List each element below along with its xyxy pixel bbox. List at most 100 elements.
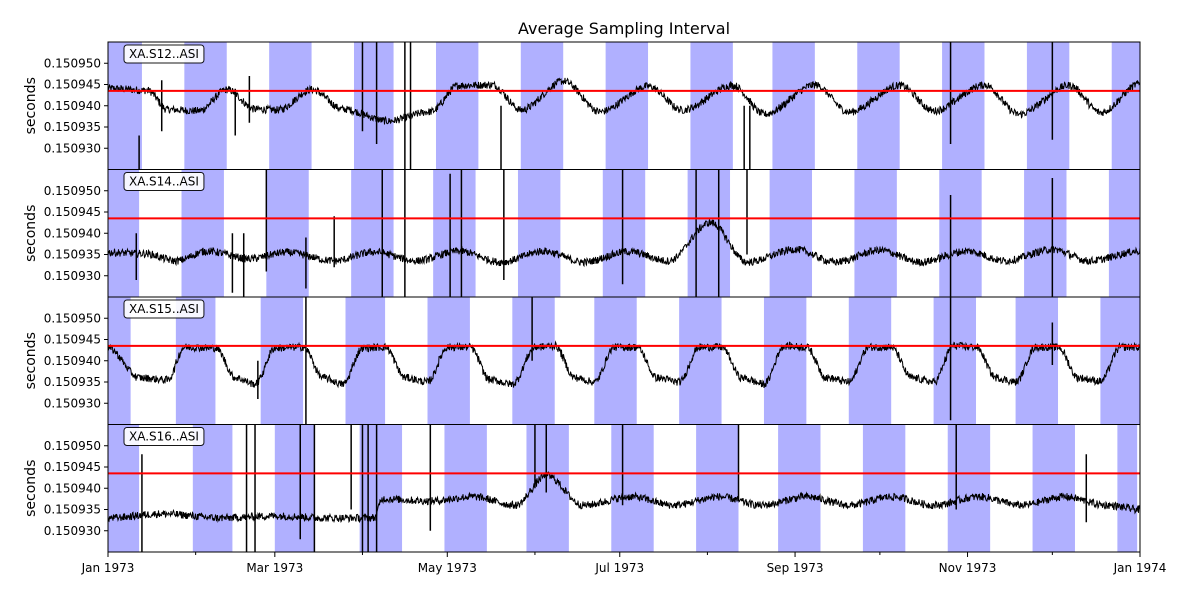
shade-band xyxy=(778,424,821,552)
shade-band xyxy=(351,169,394,297)
y-tick-label: 0.150935 xyxy=(44,248,101,262)
shade-band xyxy=(260,297,304,425)
spikes xyxy=(141,424,1088,552)
shade-band xyxy=(862,424,906,552)
y-tick-label: 0.150935 xyxy=(44,503,101,517)
shade-bands xyxy=(108,42,1140,170)
y-tick-label: 0.150930 xyxy=(44,269,101,283)
station-label-text: XA.S14..ASI xyxy=(129,175,199,189)
shade-band xyxy=(594,297,637,425)
x-tick-label: Nov 1973 xyxy=(939,561,997,575)
shade-band xyxy=(1111,42,1140,170)
y-tick-label: 0.150930 xyxy=(44,524,101,538)
station-label-text: XA.S15..ASI xyxy=(129,302,199,316)
shade-band xyxy=(605,42,649,170)
shade-band xyxy=(933,297,977,425)
chart-title: Average Sampling Interval xyxy=(518,19,730,38)
shade-band xyxy=(433,169,476,297)
x-tick-label: Mar 1973 xyxy=(246,561,303,575)
panels: 0.150930 0.150935 0.150940 0.150945 0.150950… xyxy=(23,41,1141,553)
shade-band xyxy=(1024,169,1067,297)
station-label: XA.S14..ASI xyxy=(123,172,205,191)
shade-band xyxy=(512,297,555,425)
panel-1: 0.150930 0.150935 0.150940 0.150945 0.150950… xyxy=(23,41,1141,170)
data-series-line xyxy=(108,219,1140,268)
y-tick-label: 0.150950 xyxy=(44,184,101,198)
shade-band xyxy=(769,169,813,297)
station-label: XA.S15..ASI xyxy=(123,299,205,319)
y-tick-label: 0.150940 xyxy=(44,99,101,113)
shade-band xyxy=(848,297,892,425)
shade-band xyxy=(427,297,470,425)
shade-band xyxy=(108,297,131,425)
shade-band xyxy=(690,42,733,170)
shade-band xyxy=(1100,297,1140,425)
y-tick-label: 0.150950 xyxy=(44,311,101,325)
y-tick-label: 0.150940 xyxy=(44,354,101,368)
shade-band xyxy=(266,169,309,297)
shade-band xyxy=(345,297,386,425)
shade-band xyxy=(611,424,654,552)
spikes xyxy=(135,169,1054,297)
shade-band xyxy=(274,424,315,552)
shade-band xyxy=(857,42,900,170)
data-series-line xyxy=(108,471,1140,524)
x-tick-label: May 1973 xyxy=(418,561,477,575)
y-tick-label: 0.150945 xyxy=(44,333,101,347)
shade-band xyxy=(444,424,487,552)
panel-3: 0.150930 0.150935 0.150940 0.150945 0.150950… xyxy=(23,296,1141,425)
station-label-box xyxy=(123,172,205,191)
shade-band xyxy=(679,297,722,425)
x-tick-label: Jul 1973 xyxy=(594,561,644,575)
station-label-box xyxy=(123,44,205,64)
y-tick-label: 0.150950 xyxy=(44,439,101,453)
y-axis-title: seconds xyxy=(23,77,39,134)
shade-band xyxy=(939,169,982,297)
x-tick-label: Sep 1973 xyxy=(767,561,824,575)
shade-band xyxy=(353,42,394,170)
shade-band xyxy=(520,42,564,170)
data-series-line xyxy=(108,77,1140,125)
panel-4: 0.150930 0.150935 0.150940 0.150945 0.150950… xyxy=(23,424,1141,553)
shade-band xyxy=(517,169,561,297)
shade-band xyxy=(947,424,991,552)
y-tick-label: 0.150930 xyxy=(44,141,101,155)
station-label-box xyxy=(123,299,205,319)
shade-band xyxy=(854,169,897,297)
y-axis-title: seconds xyxy=(23,332,39,389)
shade-band xyxy=(602,169,646,297)
shade-bands xyxy=(108,297,1140,425)
y-axis-title: seconds xyxy=(23,460,39,517)
shade-band xyxy=(763,297,807,425)
data-series-line xyxy=(108,340,1140,389)
shade-band xyxy=(1015,297,1059,425)
y-tick-label: 0.150940 xyxy=(44,226,101,240)
x-axis: Jan 1973 Mar 1973 May 1973 Jul 1973 Sep 1973… xyxy=(81,552,1166,575)
shade-band xyxy=(1026,42,1070,170)
y-tick-label: 0.150945 xyxy=(44,78,101,92)
x-tick-label: Jan 1973 xyxy=(81,561,135,575)
y-tick-label: 0.150945 xyxy=(44,460,101,474)
station-label: XA.S16..ASI xyxy=(123,427,205,446)
y-tick-label: 0.150950 xyxy=(44,56,101,70)
shade-band xyxy=(1108,169,1140,297)
shade-band xyxy=(1117,424,1138,552)
panel-2: 0.150930 0.150935 0.150940 0.150945 0.150950… xyxy=(23,169,1141,298)
station-label-box xyxy=(123,427,205,446)
shade-bands xyxy=(108,169,1140,297)
y-tick-label: 0.150945 xyxy=(44,205,101,219)
shade-band xyxy=(435,42,479,170)
y-tick-label: 0.150935 xyxy=(44,375,101,389)
shade-band xyxy=(1032,424,1075,552)
shade-band xyxy=(696,424,739,552)
y-tick-label: 0.150935 xyxy=(44,120,101,134)
y-tick-label: 0.150930 xyxy=(44,396,101,410)
station-label: XA.S12..ASI xyxy=(123,44,205,64)
spikes xyxy=(257,297,1054,425)
y-tick-label: 0.150940 xyxy=(44,481,101,495)
y-axis-title: seconds xyxy=(23,205,39,262)
shade-band xyxy=(359,424,403,552)
station-label-text: XA.S16..ASI xyxy=(129,430,199,444)
